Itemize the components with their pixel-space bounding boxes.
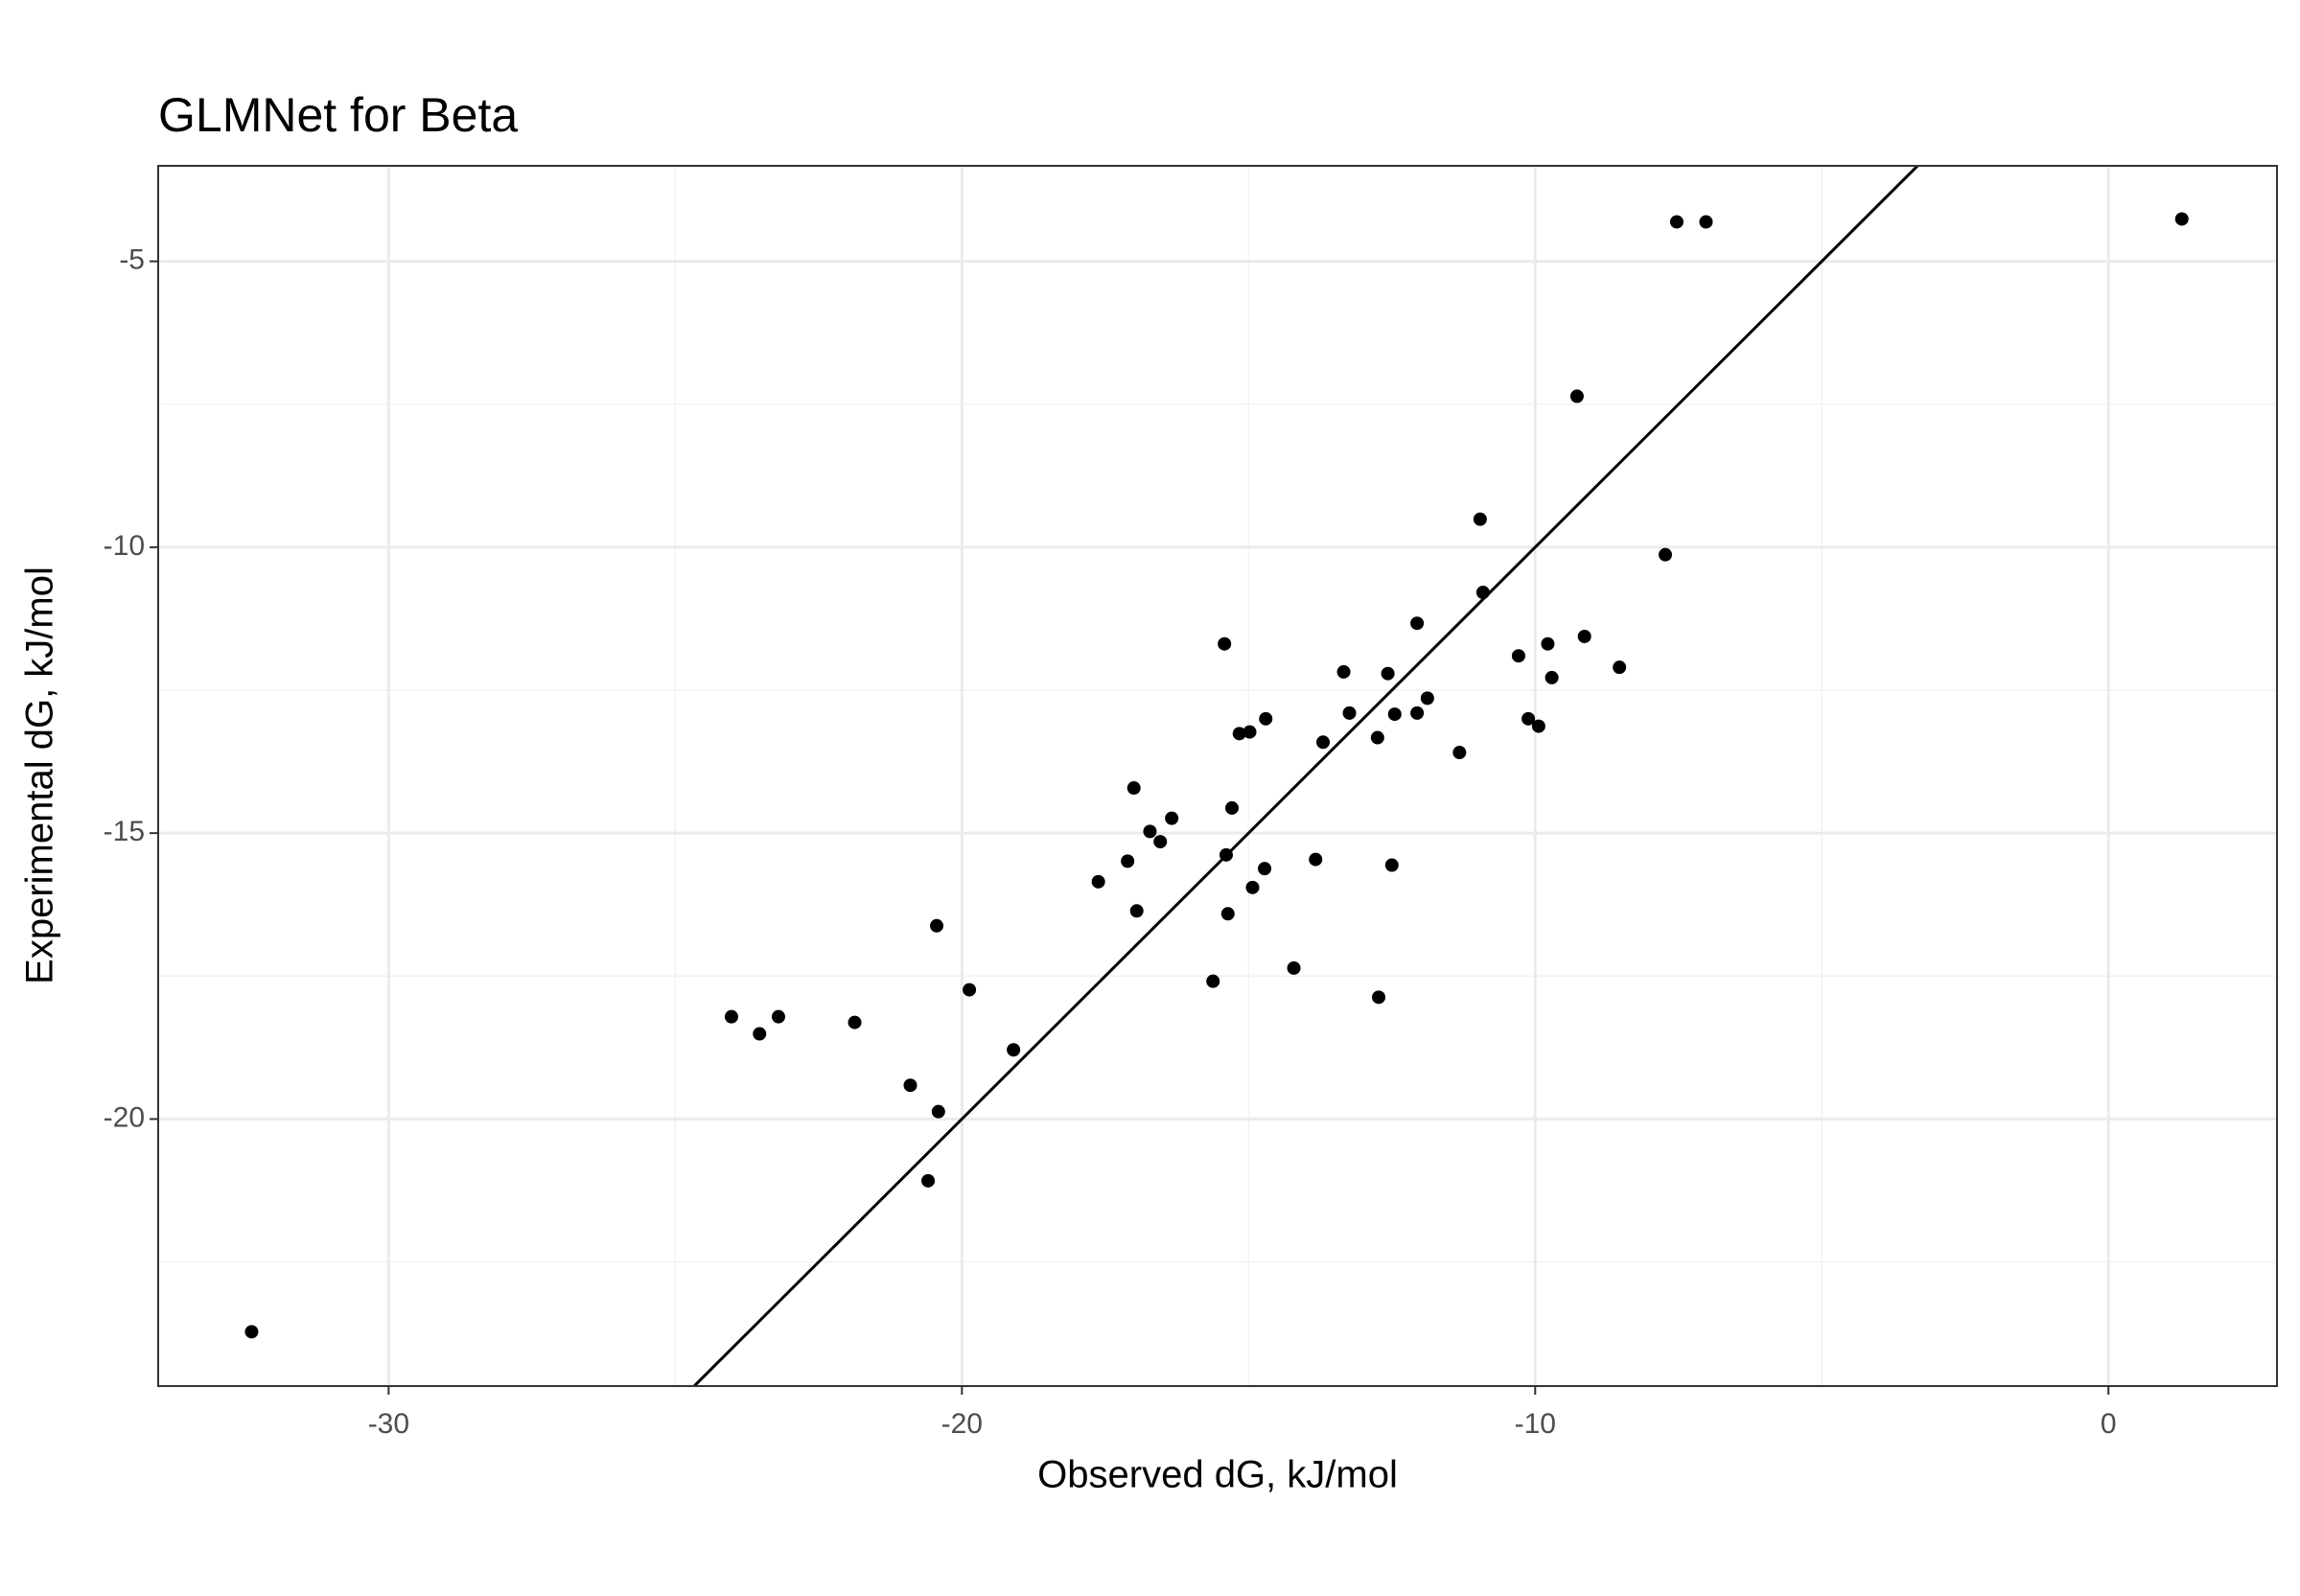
point: [1387, 707, 1402, 722]
point: [1129, 904, 1144, 918]
point: [1143, 824, 1157, 839]
point: [771, 1009, 785, 1024]
point: [903, 1078, 918, 1093]
point: [1245, 880, 1260, 894]
point: [244, 1325, 259, 1339]
point: [2174, 212, 2189, 226]
y-axis-title: Experimental dG, kJ/mol: [19, 567, 61, 984]
point: [1613, 660, 1627, 675]
point: [1243, 725, 1257, 739]
point: [1577, 629, 1591, 643]
point: [1569, 389, 1584, 404]
axes: -30 -20 -10 0 -5 -10 -15 -20: [104, 244, 2117, 1440]
point: [1384, 858, 1399, 872]
point: [1511, 649, 1525, 663]
grid: [158, 166, 2277, 1386]
point: [1531, 719, 1545, 733]
point: [1475, 586, 1490, 600]
point: [1153, 835, 1168, 849]
point: [1218, 636, 1232, 651]
point: [921, 1173, 936, 1188]
marks: [244, 166, 2189, 1386]
point: [1091, 874, 1105, 889]
point: [1259, 711, 1273, 726]
point: [1206, 974, 1220, 988]
point: [1309, 852, 1323, 867]
y-tick-label: -5: [119, 244, 145, 276]
point: [1165, 811, 1179, 825]
x-tick-label: 0: [2101, 1408, 2117, 1440]
point: [1452, 746, 1467, 760]
y-tick-label: -10: [104, 530, 145, 562]
point: [753, 1027, 767, 1041]
point: [1669, 215, 1684, 229]
point: [1420, 691, 1434, 705]
chart-title: GLMNet for Beta: [158, 88, 518, 142]
point: [1232, 727, 1246, 741]
point: [1410, 616, 1425, 631]
point: [1336, 664, 1351, 679]
x-tick-label: -20: [941, 1408, 983, 1440]
point: [1381, 666, 1395, 681]
point: [1410, 705, 1425, 720]
point: [1370, 730, 1384, 745]
point: [1372, 990, 1386, 1005]
panel-border: [157, 165, 2278, 1387]
reference-line: [691, 166, 1920, 1386]
x-tick-label: -10: [1515, 1408, 1556, 1440]
y-tick-label: -15: [104, 816, 145, 847]
point: [1658, 547, 1672, 562]
point: [1316, 735, 1331, 750]
point: [1473, 512, 1487, 526]
point: [1258, 862, 1272, 876]
point: [848, 1015, 862, 1029]
point: [1342, 705, 1357, 720]
point: [931, 1104, 945, 1119]
point: [724, 1009, 738, 1024]
point: [1287, 960, 1301, 975]
point: [930, 918, 944, 933]
point: [963, 983, 977, 997]
point: [1219, 847, 1233, 862]
point: [1220, 907, 1235, 921]
point: [1541, 636, 1555, 651]
point: [1007, 1043, 1021, 1057]
point: [1121, 854, 1135, 868]
point: [1545, 670, 1559, 684]
x-tick-label: -30: [368, 1408, 409, 1440]
y-tick-label: -20: [104, 1101, 145, 1133]
point: [1224, 800, 1239, 815]
point: [1127, 781, 1141, 796]
point: [1699, 215, 1713, 229]
x-axis-title: Observed dG, kJ/mol: [1037, 1454, 1398, 1496]
point: [1522, 711, 1536, 726]
